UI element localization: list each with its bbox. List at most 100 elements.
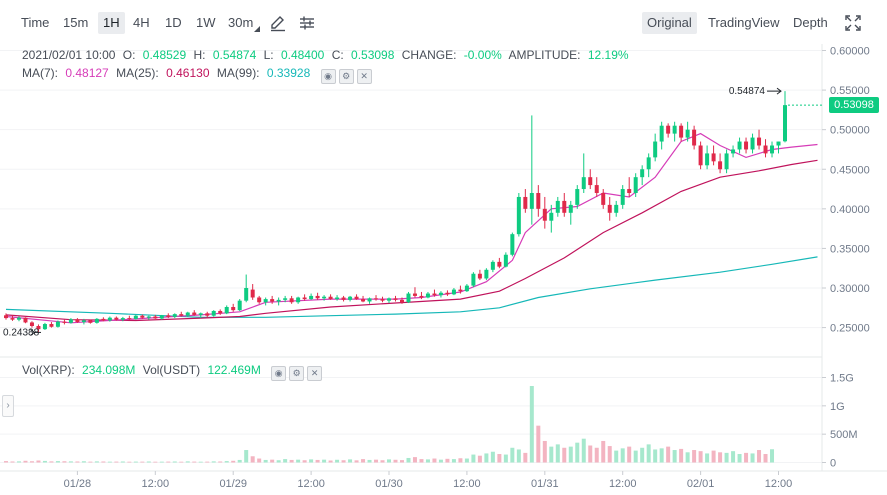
interval-1w[interactable]: 1W: [196, 15, 216, 30]
volume-bar: [757, 450, 762, 463]
volume-bar: [737, 454, 742, 463]
volume-bar: [711, 450, 716, 463]
candle-body: [568, 204, 573, 213]
ma99-label: MA(99):: [216, 66, 260, 80]
volume-bar: [140, 461, 145, 463]
candle-body: [387, 298, 392, 301]
ohlc-info-row: 2021/02/01 10:00 O: 0.48529 H: 0.54874 L…: [22, 48, 633, 62]
price-tick-label: 0.40000: [830, 204, 870, 216]
vol-close-icon[interactable]: ✕: [307, 366, 323, 381]
candle-body: [192, 312, 197, 315]
price-axis: 0.60000 0.55000 0.50000 0.45000 0.40000 0.350…: [822, 46, 870, 335]
volume-bar: [653, 449, 658, 463]
candle-body: [380, 299, 385, 301]
settings-sliders-icon[interactable]: [296, 12, 318, 34]
high-label: H:: [193, 48, 206, 62]
ma-close-icon[interactable]: ✕: [356, 69, 372, 84]
candle-body: [588, 177, 593, 186]
close-label: C:: [331, 48, 344, 62]
draw-pencil-icon[interactable]: [267, 12, 289, 34]
candle-body: [666, 125, 671, 134]
candle-body: [490, 261, 495, 270]
candle-body: [322, 296, 327, 299]
candle-body: [179, 314, 184, 316]
ma25-value: 0.46130: [166, 66, 210, 80]
interval-30m-dropdown[interactable]: 30m: [228, 15, 254, 30]
candle-body: [750, 137, 755, 150]
volume-bar: [36, 460, 41, 463]
interval-1h[interactable]: 1H: [98, 12, 125, 34]
time-tick-label: 02/01: [687, 478, 715, 490]
candle-body: [159, 315, 164, 319]
volume-bar: [685, 452, 690, 463]
candle-body: [451, 289, 456, 295]
volume-bar: [659, 448, 664, 463]
candle-body: [770, 145, 775, 154]
view-original-tab[interactable]: Original: [642, 12, 697, 34]
volume-bar: [542, 440, 547, 463]
candle-body: [601, 193, 606, 205]
candle-body: [646, 157, 651, 170]
candle-body: [88, 320, 93, 323]
volume-bar: [289, 459, 294, 463]
volume-bar: [399, 460, 404, 463]
candle-body: [62, 321, 67, 323]
fullscreen-icon[interactable]: [842, 12, 864, 34]
volume-bar: [380, 460, 385, 463]
time-tick-label: 01/28: [64, 478, 92, 490]
interval-1d[interactable]: 1D: [165, 15, 182, 30]
view-depth-tab[interactable]: Depth: [793, 15, 828, 30]
interval-15m[interactable]: 15m: [63, 15, 89, 30]
volume-bar: [107, 461, 112, 463]
volume-bar: [750, 453, 755, 463]
volume-bar: [75, 461, 80, 463]
volume-bar: [393, 459, 398, 463]
vol-settings-icon[interactable]: ⚙: [289, 366, 305, 381]
ma-settings-icon[interactable]: ⚙: [338, 69, 354, 84]
volume-bar: [322, 459, 327, 463]
volume-bar: [633, 450, 638, 463]
ma7-path: [5, 132, 818, 324]
candle-body: [374, 298, 379, 300]
candle-body: [672, 125, 677, 134]
candle-body: [536, 193, 541, 209]
volume-bar: [211, 461, 216, 463]
candle-body: [510, 234, 515, 255]
candle-body: [432, 293, 437, 296]
candle-body: [94, 318, 99, 323]
candle-body: [737, 141, 742, 150]
ma-visibility-eye-icon[interactable]: ◉: [320, 69, 336, 84]
candle-body: [419, 295, 424, 298]
volume-bar: [516, 449, 521, 463]
candle-body: [484, 269, 489, 279]
candle-body: [783, 105, 787, 142]
candle-body: [555, 200, 560, 213]
candle-body: [620, 189, 625, 205]
price-tick-label: 0.30000: [830, 283, 870, 295]
volume-bar: [81, 461, 86, 463]
candle-body: [114, 317, 119, 320]
volume-bar: [101, 461, 106, 463]
volume-bar: [302, 460, 307, 463]
interval-4h[interactable]: 4H: [133, 15, 150, 30]
price-tick-label: 0.35000: [830, 243, 870, 255]
candle-body: [412, 293, 417, 296]
volume-bar: [698, 451, 703, 463]
ma25-label: MA(25):: [116, 66, 159, 80]
candle-body: [341, 297, 346, 300]
expand-panel-chevron-icon[interactable]: ›: [2, 395, 14, 417]
interval-time[interactable]: Time: [21, 15, 50, 30]
view-tradingview-tab[interactable]: TradingView: [708, 15, 780, 30]
volume-bar: [16, 461, 21, 463]
volume-bar: [270, 459, 275, 463]
vol-usdt-label: Vol(USDT): [142, 363, 201, 377]
candle-body: [685, 129, 690, 138]
candle-body: [289, 298, 294, 303]
candle-body: [477, 273, 482, 279]
vol-visibility-eye-icon[interactable]: ◉: [271, 366, 287, 381]
price-tick-label: 0.25000: [830, 323, 870, 335]
candle-body: [575, 189, 580, 205]
candle-body: [4, 315, 8, 319]
candle-body: [361, 299, 366, 302]
